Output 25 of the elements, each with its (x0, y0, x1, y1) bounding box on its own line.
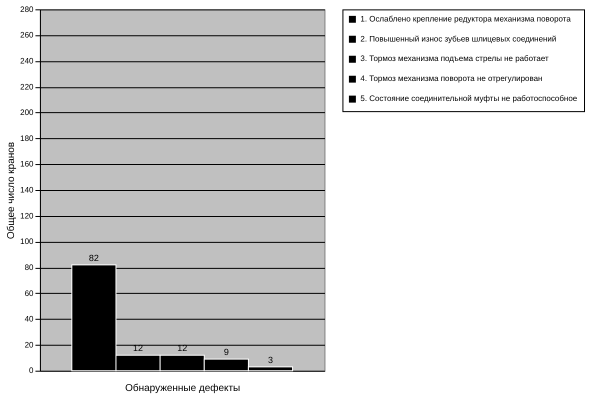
y-tick-label: 280 (20, 4, 34, 14)
y-tick-label: 180 (20, 134, 34, 143)
y-tick-label: 20 (24, 340, 34, 350)
data-label: 9 (224, 347, 229, 358)
y-tick-label: 140 (20, 186, 34, 195)
legend-label: 5. Состояние соединительной муфты не работоспособное (360, 94, 578, 104)
y-tick-label: 100 (20, 237, 34, 246)
legend-label: 3. Тормоз механизма подъема стрелы не работает (360, 54, 550, 64)
y-tick-label: 80 (24, 262, 34, 272)
data-label: 3 (268, 354, 273, 365)
legend-label: 2. Повышенный износ зубьев шлицевых соединений (360, 34, 556, 44)
y-tick-label: 220 (20, 82, 34, 92)
y-tick-label: 240 (20, 56, 34, 66)
y-axis-title: Общее число кранов (6, 142, 18, 240)
y-tick-label: 40 (24, 314, 34, 324)
y-tick-label: 60 (24, 288, 34, 298)
y-tick-label: 120 (20, 211, 34, 220)
data-label: 82 (88, 252, 99, 263)
legend-label: 4. Тормоз механизма поворота не отрегулирован (360, 74, 542, 84)
y-tick-label: 0 (29, 366, 34, 376)
y-tick-label: 160 (20, 160, 34, 169)
y-tick-label: 200 (20, 108, 34, 118)
legend-label: 1. Ослаблено крепление редуктора механизма поворота (360, 14, 572, 24)
y-tick-label: 260 (20, 30, 34, 40)
x-axis-title: Обнаруженные дефекты (125, 383, 240, 394)
